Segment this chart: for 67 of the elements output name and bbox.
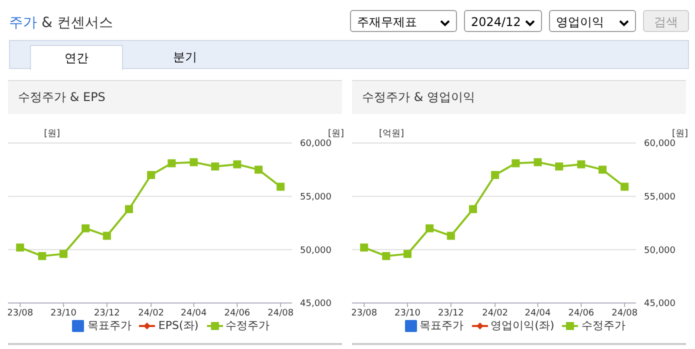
point (491, 171, 500, 179)
x-tick-label: 23/08 (7, 308, 34, 318)
point (598, 166, 607, 174)
text: 주가 & 컨센서스 (9, 14, 113, 32)
y2-axis-title: [원] (328, 128, 344, 139)
x-tick-label: 24/04 (524, 308, 552, 318)
point (512, 159, 520, 168)
text: 주재무제표 (350, 10, 457, 32)
x-tick-label: 23/10 (50, 308, 77, 318)
x-tick-label: 23/08 (351, 308, 378, 318)
y2-axis-title: [원] (672, 128, 688, 139)
legend-label: 수정주가 (226, 318, 270, 333)
x-tick-label: 23/10 (394, 308, 421, 318)
y2-tick-label: 60,000 (644, 139, 676, 150)
point (534, 158, 542, 166)
x-tick-label: 24/08 (268, 308, 294, 318)
chart-title: 수정주가 & 영업이익 (352, 80, 686, 114)
point (254, 166, 263, 174)
legend-label: 수정주가 (581, 318, 626, 333)
point (577, 160, 586, 168)
point (233, 160, 242, 168)
y2-tick-label: 50,000 (644, 246, 676, 256)
point (382, 252, 390, 260)
text: 분기 (172, 49, 198, 66)
point (446, 232, 455, 240)
y-axis-title: [원] (42, 128, 60, 140)
point (102, 232, 111, 240)
point (125, 205, 134, 214)
point (16, 244, 24, 252)
text: 2024/12 (464, 10, 542, 32)
point (276, 182, 285, 191)
x-tick-label: 24/02 (138, 308, 164, 318)
point (82, 224, 90, 232)
y2-tick-label: 55,000 (644, 192, 676, 203)
x-tick-label: 24/08 (612, 308, 638, 318)
point (190, 158, 198, 166)
point (211, 162, 220, 170)
y2-tick-label: 45,000 (644, 299, 676, 310)
point (404, 250, 412, 258)
point (38, 252, 46, 260)
x-tick-label: 24/06 (224, 308, 250, 318)
x-tick-label: 23/12 (94, 308, 120, 318)
y2-tick-label: 60,000 (300, 139, 332, 150)
text: 연간 (30, 45, 123, 70)
x-tick-label: 24/04 (180, 308, 208, 318)
point (620, 182, 629, 191)
y2-tick-label: 45,000 (300, 299, 332, 310)
point (469, 205, 478, 214)
y2-tick-label: 50,000 (300, 246, 332, 256)
text: 영업이익 (549, 10, 636, 32)
point (555, 162, 564, 170)
point (60, 250, 68, 258)
x-tick-label: 23/12 (438, 308, 464, 318)
point (426, 224, 434, 232)
legend-label: 영업이익(좌) (490, 318, 554, 333)
legend-label: 목표주가 (87, 318, 132, 333)
point (360, 244, 368, 252)
chart-title: 수정주가 & EPS (8, 80, 342, 114)
legend-label: EPS(좌) (158, 318, 199, 333)
y2-tick-label: 55,000 (300, 192, 332, 203)
x-tick-label: 24/02 (482, 308, 508, 318)
y-axis-title: [억원] (378, 128, 404, 140)
point (168, 159, 176, 168)
legend-label: 목표주가 (420, 318, 464, 333)
point (147, 171, 156, 179)
x-tick-label: 24/06 (568, 308, 594, 318)
text: 검색 (643, 10, 689, 32)
